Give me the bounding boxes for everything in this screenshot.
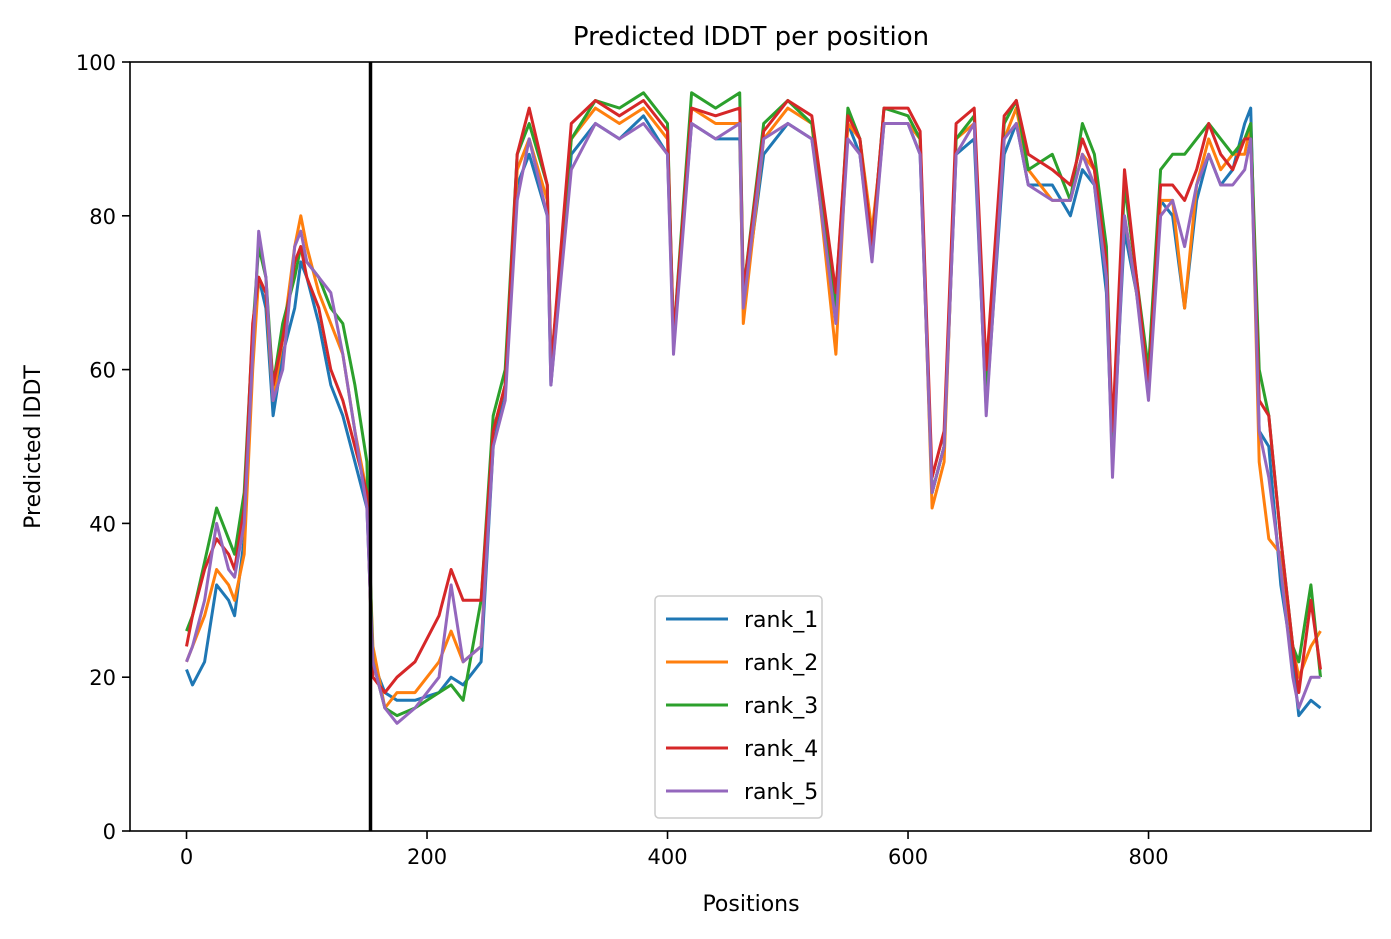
- x-axis-title: Positions: [702, 892, 799, 917]
- y-tick-label: 60: [89, 359, 116, 383]
- y-tick-label: 40: [89, 512, 116, 536]
- series-line-rank_2: [185, 106, 1322, 710]
- legend: rank_1 rank_2 rank_3 rank_4 rank_5: [654, 595, 823, 819]
- legend-box: [654, 595, 823, 819]
- y-tick-label: 0: [103, 820, 116, 844]
- y-tick-label: 20: [89, 666, 116, 690]
- y-tick-label: 100: [76, 51, 116, 75]
- x-tick-label: 800: [1128, 845, 1168, 869]
- legend-label-rank_1: rank_1: [744, 608, 818, 633]
- plot-frame: [129, 61, 1372, 832]
- chart-title: Predicted lDDT per position: [573, 22, 929, 52]
- y-tick-label: 80: [89, 205, 116, 229]
- y-axis-title: Predicted lDDT: [21, 365, 46, 529]
- legend-label-rank_2: rank_2: [744, 651, 818, 676]
- x-tick-label: 600: [888, 845, 928, 869]
- x-tick-label: 0: [180, 845, 193, 869]
- x-tick-label: 200: [407, 845, 447, 869]
- series-line-rank_5: [185, 122, 1321, 725]
- axes: 0 200 400 600 800 0 20 40 60 80 100: [76, 51, 1372, 869]
- legend-label-rank_5: rank_5: [744, 780, 818, 805]
- legend-label-rank_3: rank_3: [744, 694, 818, 719]
- x-tick-label: 400: [647, 845, 687, 869]
- legend-label-rank_4: rank_4: [744, 737, 818, 762]
- plot-area: [185, 62, 1322, 831]
